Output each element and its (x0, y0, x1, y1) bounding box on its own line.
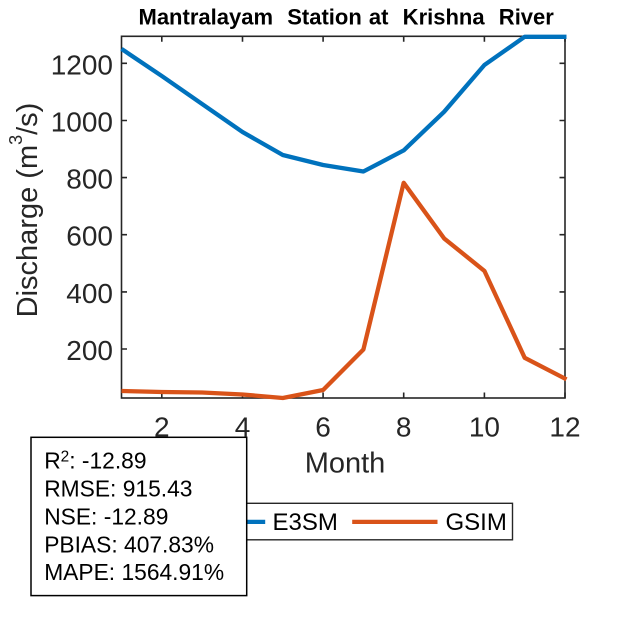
svg-text:MAPE: 1564.91%: MAPE: 1564.91% (44, 559, 224, 585)
svg-text:Discharge (m3/s): Discharge (m3/s) (6, 103, 44, 318)
svg-text:400: 400 (66, 278, 113, 309)
svg-text:4: 4 (235, 412, 251, 443)
svg-text:Mantralayam Station at Krish: Mantralayam Station at Krishna River (139, 5, 555, 30)
svg-text:2: 2 (154, 412, 170, 443)
svg-text:200: 200 (66, 335, 113, 366)
svg-text:PBIAS: 407.83%: PBIAS: 407.83% (44, 531, 214, 557)
svg-text:Month: Month (305, 448, 386, 480)
svg-text:1000: 1000 (51, 107, 113, 138)
svg-text:8: 8 (396, 412, 412, 443)
svg-text:10: 10 (469, 412, 500, 443)
svg-text:RMSE: 915.43: RMSE: 915.43 (44, 476, 192, 502)
svg-text:1200: 1200 (51, 49, 113, 80)
svg-text:E3SM: E3SM (273, 509, 338, 536)
svg-text:NSE: -12.89: NSE: -12.89 (44, 503, 168, 529)
svg-text:GSIM: GSIM (446, 509, 507, 536)
svg-text:12: 12 (549, 412, 580, 443)
svg-text:6: 6 (315, 412, 331, 443)
svg-text:R2: -12.89: R2: -12.89 (44, 448, 146, 474)
svg-text:800: 800 (66, 164, 113, 195)
svg-text:600: 600 (66, 221, 113, 252)
